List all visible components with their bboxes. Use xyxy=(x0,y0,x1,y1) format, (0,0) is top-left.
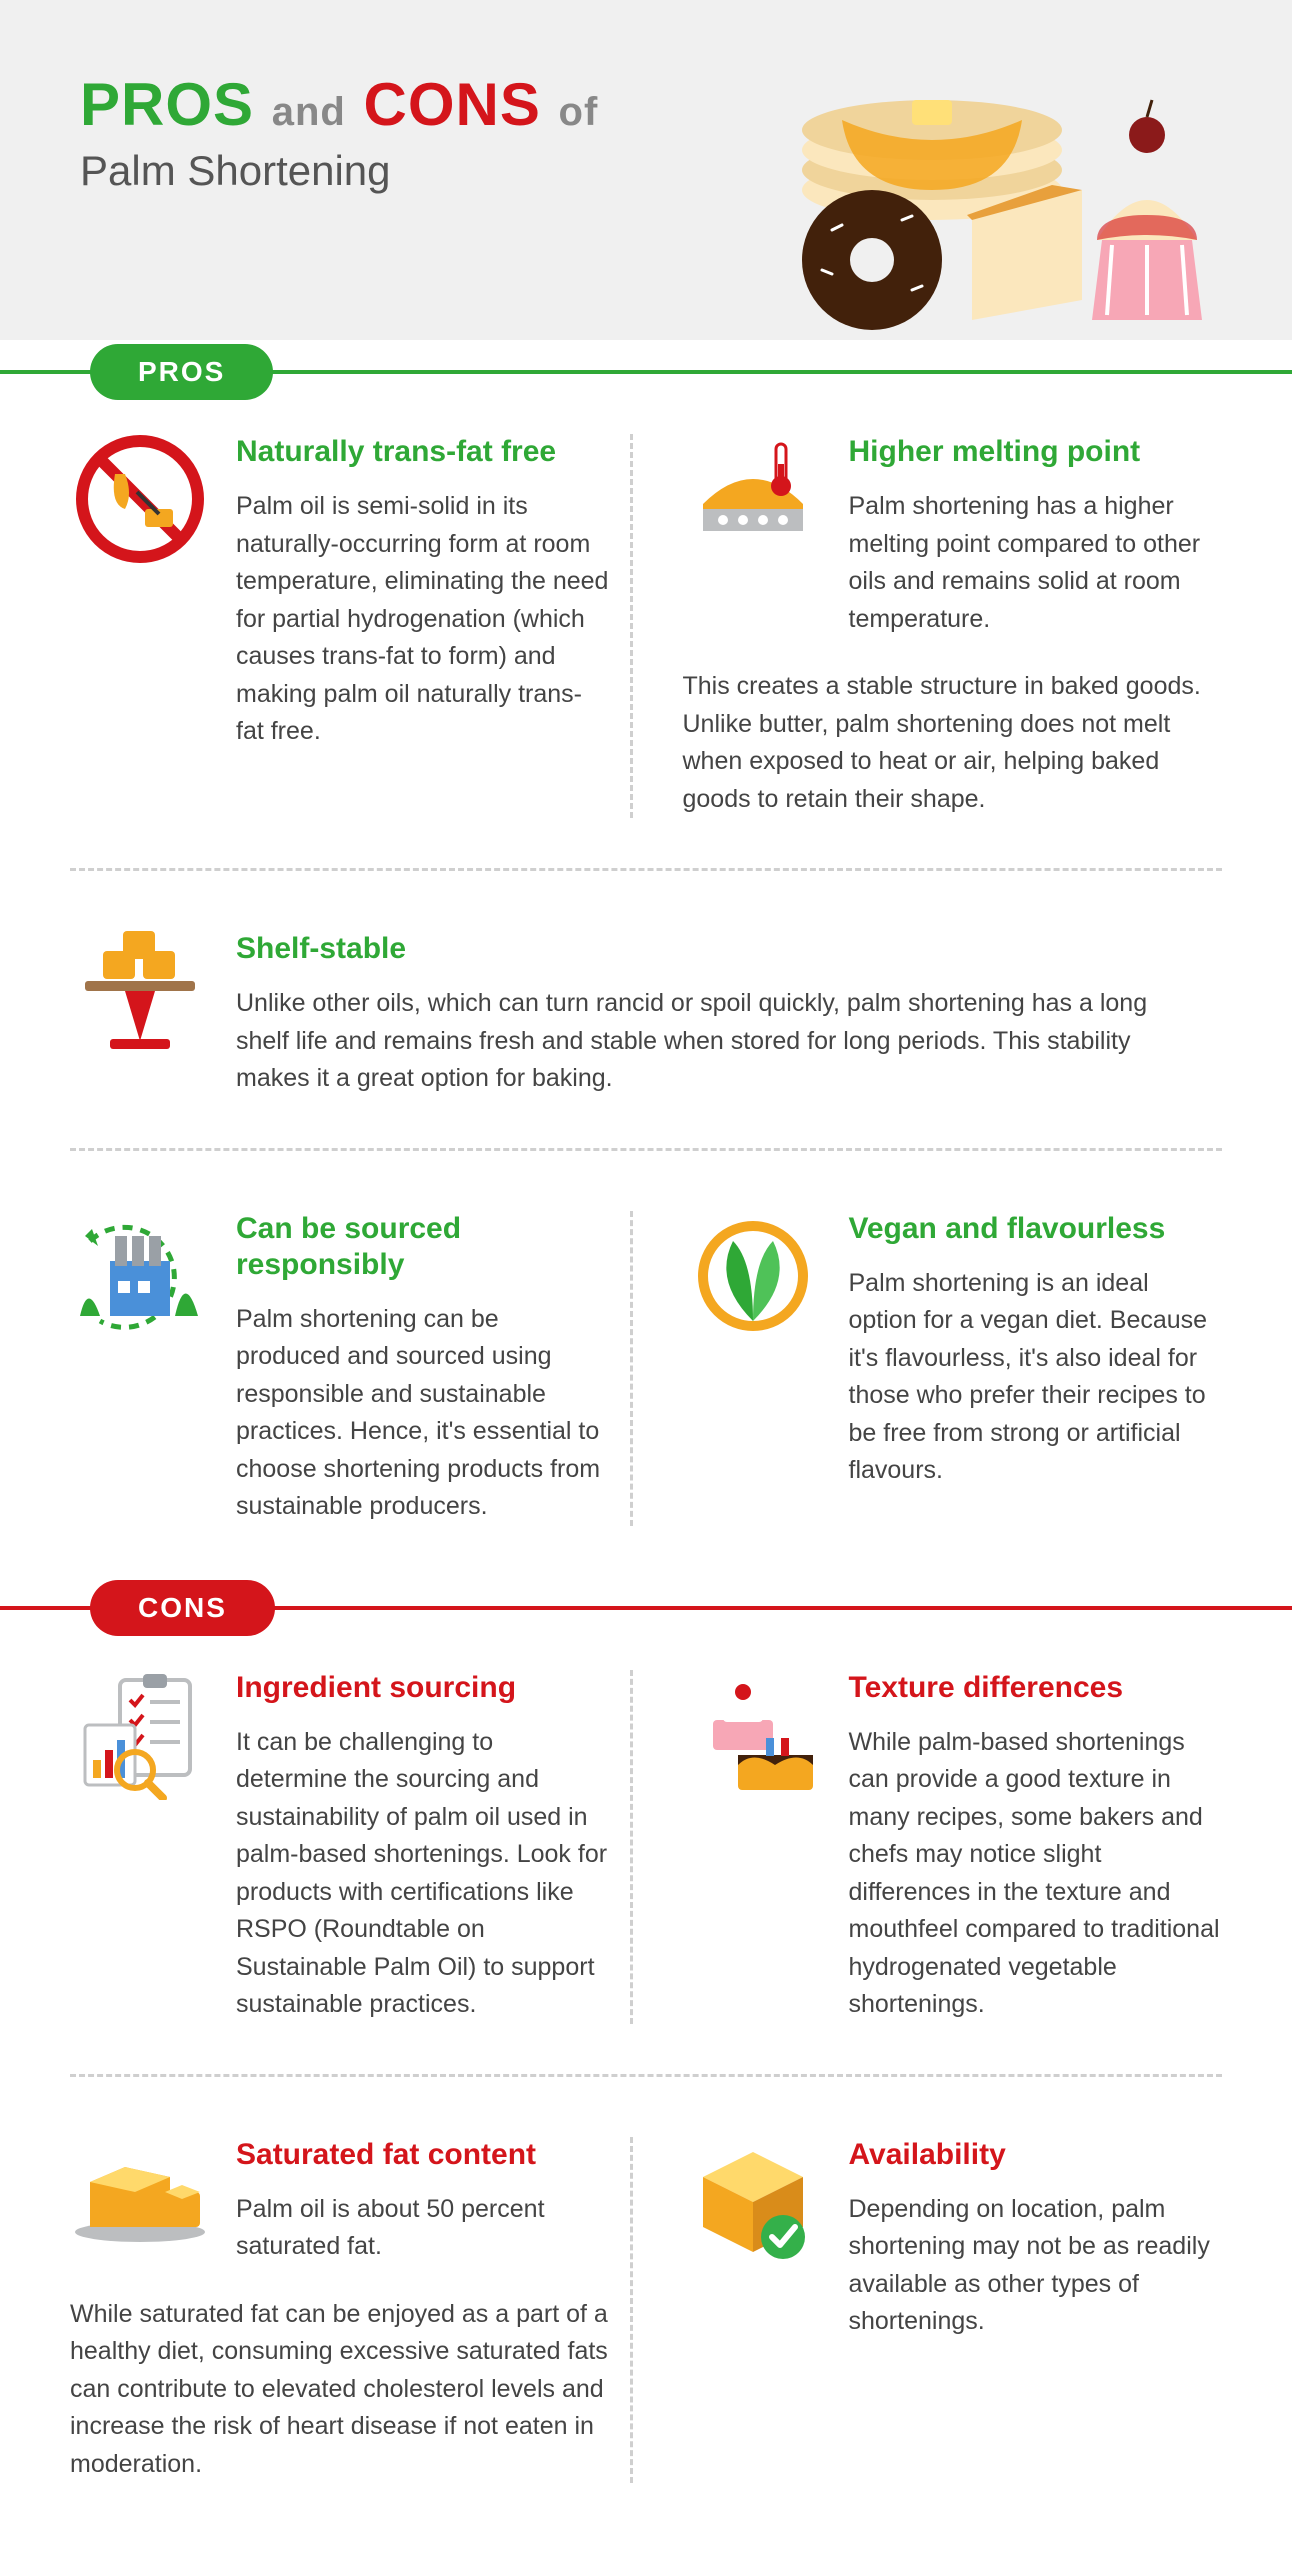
item-title: Higher melting point xyxy=(849,434,1223,470)
item-title: Availability xyxy=(849,2137,1223,2173)
item-title: Can be sourced responsibly xyxy=(236,1211,610,1283)
cons-pill: CONS xyxy=(90,1580,275,1636)
item-title: Shelf-stable xyxy=(236,931,1196,967)
item-body: Depending on location, palm shortening m… xyxy=(849,2191,1223,2341)
infographic: PROS and CONS of Palm Shortening xyxy=(0,0,1292,2533)
item-body: Palm shortening has a higher melting poi… xyxy=(849,488,1223,638)
con-item-1: Ingredient sourcing It can be challengin… xyxy=(70,1670,610,2024)
pros-row-2: Shelf-stable Unlike other oils, which ca… xyxy=(0,871,1292,1148)
scale-icon xyxy=(75,931,205,1051)
item-extra: While saturated fat can be enjoyed as a … xyxy=(70,2296,610,2484)
item-body: Palm oil is about 50 percent saturated f… xyxy=(236,2191,610,2266)
title-pros-word: PROS xyxy=(80,71,254,138)
item-title: Ingredient sourcing xyxy=(236,1670,610,1706)
pro-item-5: Vegan and flavourless Palm shortening is… xyxy=(630,1211,1223,1526)
pros-row-3: Can be sourced responsibly Palm shorteni… xyxy=(0,1151,1292,1576)
item-body: Unlike other oils, which can turn rancid… xyxy=(236,985,1196,1098)
title-of-word: of xyxy=(559,90,599,134)
box-icon xyxy=(688,2137,818,2267)
pro-item-1: Naturally trans-fat free Palm oil is sem… xyxy=(70,434,610,818)
leaf-icon xyxy=(688,1211,818,1341)
cons-row-2: Saturated fat content Palm oil is about … xyxy=(0,2077,1292,2534)
con-item-3: Saturated fat content Palm oil is about … xyxy=(70,2137,610,2484)
pros-section-divider: PROS xyxy=(0,370,1292,374)
title-and-word: and xyxy=(272,90,346,134)
melting-icon xyxy=(688,434,818,554)
clipboard-icon xyxy=(75,1670,205,1800)
cakes-icon xyxy=(683,1670,823,1800)
cons-row-1: Ingredient sourcing It can be challengin… xyxy=(0,1610,1292,2074)
item-title: Vegan and flavourless xyxy=(849,1211,1223,1247)
item-title: Naturally trans-fat free xyxy=(236,434,610,470)
factory-icon xyxy=(70,1211,210,1341)
pros-row-1: Naturally trans-fat free Palm oil is sem… xyxy=(0,374,1292,868)
pros-pill: PROS xyxy=(90,344,273,400)
pastries-illustration xyxy=(752,40,1232,340)
pro-item-2: Higher melting point Palm shortening has… xyxy=(630,434,1223,818)
item-title: Saturated fat content xyxy=(236,2137,610,2173)
pro-item-4: Can be sourced responsibly Palm shorteni… xyxy=(70,1211,610,1526)
item-body: Palm oil is semi-solid in its naturally-… xyxy=(236,488,610,751)
item-body: Palm shortening is an ideal option for a… xyxy=(849,1265,1223,1490)
butter-icon xyxy=(70,2137,210,2247)
item-title: Texture differences xyxy=(849,1670,1223,1706)
con-item-2: Texture differences While palm-based sho… xyxy=(630,1670,1223,2024)
con-item-4: Availability Depending on location, palm… xyxy=(630,2137,1223,2484)
item-body: Palm shortening can be produced and sour… xyxy=(236,1301,610,1526)
item-body: While palm-based shortenings can provide… xyxy=(849,1724,1223,2024)
item-extra: This creates a stable structure in baked… xyxy=(683,668,1223,818)
pro-item-3: Shelf-stable Unlike other oils, which ca… xyxy=(70,931,1222,1098)
no-transfat-icon xyxy=(75,434,205,564)
header: PROS and CONS of Palm Shortening xyxy=(0,0,1292,340)
cons-section-divider: CONS xyxy=(0,1606,1292,1610)
title-cons-word: CONS xyxy=(364,71,541,138)
item-body: It can be challenging to determine the s… xyxy=(236,1724,610,2024)
